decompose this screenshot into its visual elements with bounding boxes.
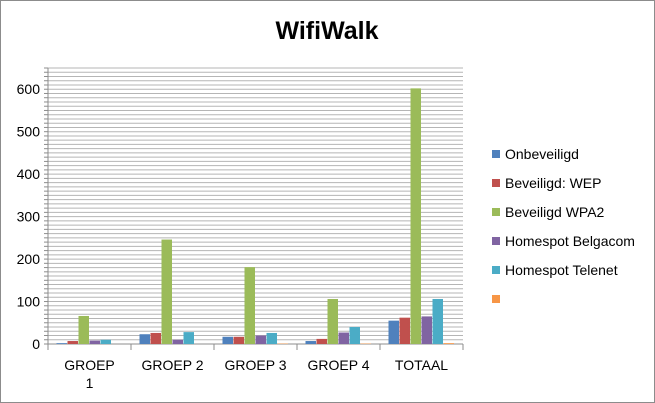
bar-onbeveiligd: [56, 343, 67, 344]
bar-homespot-telenet: [183, 332, 194, 344]
legend-label: Onbeveiligd: [505, 146, 579, 162]
y-tick-label: 600: [17, 81, 41, 97]
y-tick-label: 500: [17, 124, 41, 140]
x-tick-label: GROEP 2: [142, 357, 204, 373]
bar-homespot-telenet: [349, 327, 360, 344]
legend: Onbeveiligd Beveiligd: WEP Beveiligd WPA2 H…: [492, 146, 635, 303]
grid-layer: [48, 67, 463, 341]
bar-onbeveiligd: [305, 341, 316, 344]
y-tick-label: 200: [17, 251, 41, 267]
bar-beveiligd-wep: [67, 341, 78, 344]
bar-beveiligd-wep: [399, 317, 410, 344]
bar-homespot-telenet: [266, 332, 277, 344]
x-tick-label: GROEP 4: [308, 357, 370, 373]
legend-label: Homespot Telenet: [505, 262, 618, 278]
bar-beveiligd-wpa2: [327, 298, 338, 344]
bar-series-6: [443, 343, 454, 344]
y-tick-label: 400: [17, 166, 41, 182]
x-tick-label: GROEP 3: [225, 357, 287, 373]
legend-swatch: [492, 150, 500, 158]
y-tick-label: 300: [17, 209, 41, 225]
bar-beveiligd-wep: [233, 336, 244, 344]
legend-swatch: [492, 179, 500, 187]
bar-homespot-belgacom: [255, 335, 266, 344]
legend-swatch: [492, 208, 500, 216]
y-tick-label: 100: [17, 294, 41, 310]
bar-beveiligd-wep: [316, 338, 327, 344]
legend-label: Homespot Belgacom: [505, 233, 635, 249]
bar-beveiligd-wpa2: [78, 315, 89, 344]
bar-homespot-telenet: [432, 298, 443, 344]
bars-layer: [56, 88, 454, 345]
legend-swatch: [492, 295, 500, 303]
y-tick-label: 0: [32, 336, 40, 352]
bar-homespot-belgacom: [338, 332, 349, 344]
bar-homespot-belgacom: [89, 340, 100, 344]
legend-swatch: [492, 266, 500, 274]
bar-onbeveiligd: [139, 334, 150, 344]
chart-title: WifiWalk: [275, 17, 378, 45]
x-tick-label: TOTAAL: [395, 357, 448, 373]
bar-homespot-belgacom: [172, 339, 183, 344]
bar-beveiligd-wpa2: [161, 239, 172, 344]
legend-label: Beveiligd: WEP: [505, 175, 601, 191]
x-tick-label: GROEP: [64, 357, 115, 373]
bar-homespot-telenet: [100, 339, 111, 344]
bar-homespot-belgacom: [421, 316, 432, 344]
bar-beveiligd-wpa2: [410, 88, 421, 345]
x-tick-label: 1: [86, 375, 94, 391]
bar-beveiligd-wep: [150, 332, 161, 344]
axis-layer: 0 100 200 300 400 500 600 GROEP 1 GROEP 2 GROEP 3 G…: [17, 67, 464, 391]
legend-swatch: [492, 237, 500, 245]
bar-onbeveiligd: [388, 320, 399, 344]
legend-label: Beveiligd WPA2: [505, 204, 605, 220]
bar-onbeveiligd: [222, 336, 233, 344]
bar-beveiligd-wpa2: [244, 267, 255, 344]
